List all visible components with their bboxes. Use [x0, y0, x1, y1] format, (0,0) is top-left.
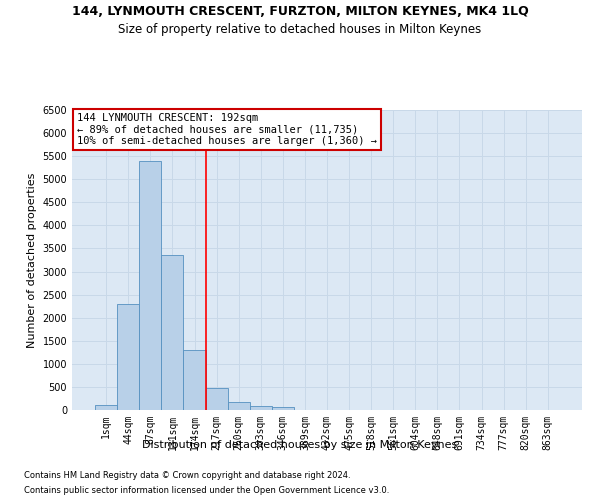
Bar: [250, 406, 272, 410]
Text: 144, LYNMOUTH CRESCENT, FURZTON, MILTON KEYNES, MK4 1LQ: 144, LYNMOUTH CRESCENT, FURZTON, MILTON …: [71, 5, 529, 18]
Bar: [139, 161, 161, 410]
Text: Size of property relative to detached houses in Milton Keynes: Size of property relative to detached ho…: [118, 22, 482, 36]
Bar: [184, 350, 206, 410]
Bar: [95, 406, 117, 410]
Bar: [227, 402, 250, 410]
Bar: [161, 256, 184, 410]
Y-axis label: Number of detached properties: Number of detached properties: [27, 172, 37, 348]
Text: 144 LYNMOUTH CRESCENT: 192sqm
← 89% of detached houses are smaller (11,735)
10% : 144 LYNMOUTH CRESCENT: 192sqm ← 89% of d…: [77, 113, 377, 146]
Bar: [272, 408, 294, 410]
Bar: [206, 388, 227, 410]
Bar: [117, 304, 139, 410]
Text: Contains public sector information licensed under the Open Government Licence v3: Contains public sector information licen…: [24, 486, 389, 495]
Text: Distribution of detached houses by size in Milton Keynes: Distribution of detached houses by size …: [142, 440, 458, 450]
Text: Contains HM Land Registry data © Crown copyright and database right 2024.: Contains HM Land Registry data © Crown c…: [24, 471, 350, 480]
